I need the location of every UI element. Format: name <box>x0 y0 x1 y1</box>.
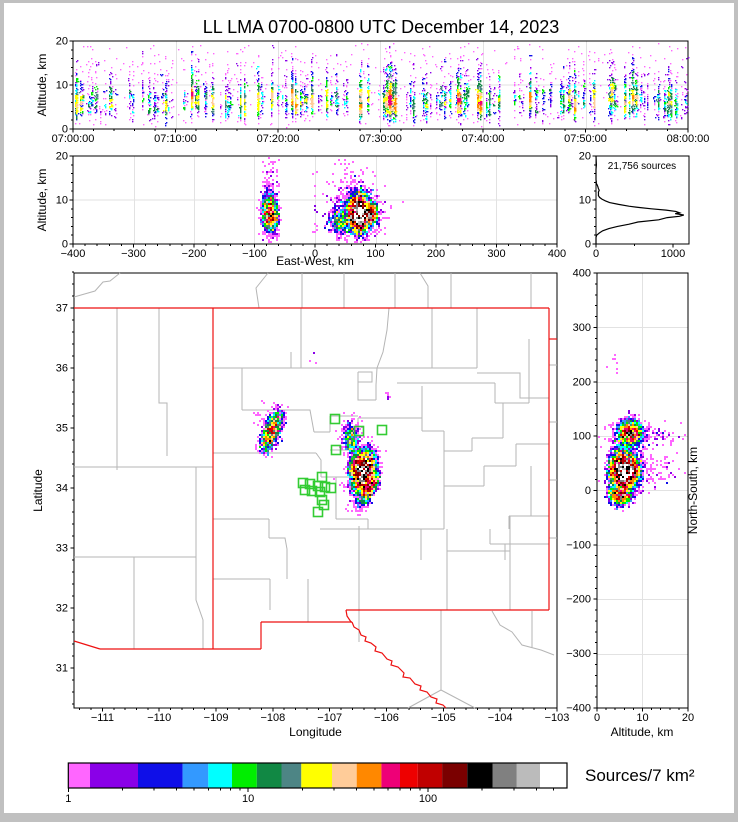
svg-text:0: 0 <box>62 124 68 136</box>
svg-text:Latitude: Latitude <box>31 469 45 512</box>
svg-text:0: 0 <box>585 239 591 251</box>
svg-text:10: 10 <box>579 195 591 207</box>
svg-text:Altitude, km: Altitude, km <box>35 54 49 117</box>
svg-text:0: 0 <box>594 712 600 724</box>
svg-text:−300: −300 <box>121 248 146 260</box>
svg-text:07:50:00: 07:50:00 <box>564 133 607 145</box>
svg-text:−105: −105 <box>431 712 456 724</box>
svg-text:20: 20 <box>682 712 694 724</box>
svg-text:−110: −110 <box>147 712 171 724</box>
svg-text:37: 37 <box>56 303 68 315</box>
svg-text:−104: −104 <box>488 712 513 724</box>
svg-text:100: 100 <box>419 793 437 805</box>
svg-text:08:00:00: 08:00:00 <box>667 133 710 145</box>
svg-text:−106: −106 <box>374 712 399 724</box>
svg-text:Altitude, km: Altitude, km <box>35 169 49 232</box>
svg-text:20: 20 <box>56 151 68 163</box>
svg-text:−107: −107 <box>317 712 342 724</box>
svg-text:07:10:00: 07:10:00 <box>154 133 197 145</box>
svg-text:07:30:00: 07:30:00 <box>359 133 402 145</box>
svg-text:300: 300 <box>487 248 505 260</box>
svg-text:−200: −200 <box>182 248 207 260</box>
svg-text:Sources/7 km²: Sources/7 km² <box>585 766 695 785</box>
svg-text:−400: −400 <box>566 702 591 714</box>
svg-text:36: 36 <box>56 363 68 375</box>
svg-text:−200: −200 <box>566 594 591 606</box>
svg-text:20: 20 <box>579 151 591 163</box>
svg-text:34: 34 <box>56 483 68 495</box>
svg-text:Altitude, km: Altitude, km <box>611 725 674 739</box>
svg-text:1: 1 <box>65 793 71 805</box>
svg-text:−400: −400 <box>61 248 86 260</box>
svg-text:400: 400 <box>548 248 566 260</box>
svg-text:07:00:00: 07:00:00 <box>52 133 95 145</box>
svg-text:10: 10 <box>636 712 648 724</box>
svg-text:10: 10 <box>242 793 254 805</box>
svg-text:200: 200 <box>573 376 591 388</box>
svg-text:1000: 1000 <box>661 248 685 260</box>
svg-text:−111: −111 <box>91 712 114 724</box>
svg-text:10: 10 <box>56 195 68 207</box>
svg-text:33: 33 <box>56 543 68 555</box>
svg-text:Longitude: Longitude <box>289 725 342 739</box>
svg-text:−103: −103 <box>545 712 570 724</box>
svg-text:07:40:00: 07:40:00 <box>462 133 505 145</box>
svg-text:0: 0 <box>62 239 68 251</box>
svg-text:−100: −100 <box>242 248 267 260</box>
svg-text:10: 10 <box>56 80 68 92</box>
svg-text:300: 300 <box>573 322 591 334</box>
svg-text:0: 0 <box>593 248 599 260</box>
svg-text:100: 100 <box>573 431 591 443</box>
svg-text:0: 0 <box>585 485 591 497</box>
svg-text:20: 20 <box>56 36 68 48</box>
svg-text:−100: −100 <box>566 539 591 551</box>
svg-text:−108: −108 <box>260 712 285 724</box>
svg-text:35: 35 <box>56 423 68 435</box>
svg-text:North-South, km: North-South, km <box>686 447 700 534</box>
svg-text:−300: −300 <box>566 648 591 660</box>
svg-text:100: 100 <box>366 248 384 260</box>
svg-text:400: 400 <box>573 268 591 280</box>
svg-text:200: 200 <box>427 248 445 260</box>
svg-text:LL LMA 0700-0800 UTC December: LL LMA 0700-0800 UTC December 14, 2023 <box>203 17 560 37</box>
svg-text:07:20:00: 07:20:00 <box>257 133 300 145</box>
svg-text:31: 31 <box>56 663 68 675</box>
svg-text:−109: −109 <box>204 712 229 724</box>
svg-text:32: 32 <box>56 603 68 615</box>
svg-text:21,756 sources: 21,756 sources <box>608 161 676 172</box>
svg-text:East-West, km: East-West, km <box>276 254 354 268</box>
svg-text:0: 0 <box>312 248 318 260</box>
